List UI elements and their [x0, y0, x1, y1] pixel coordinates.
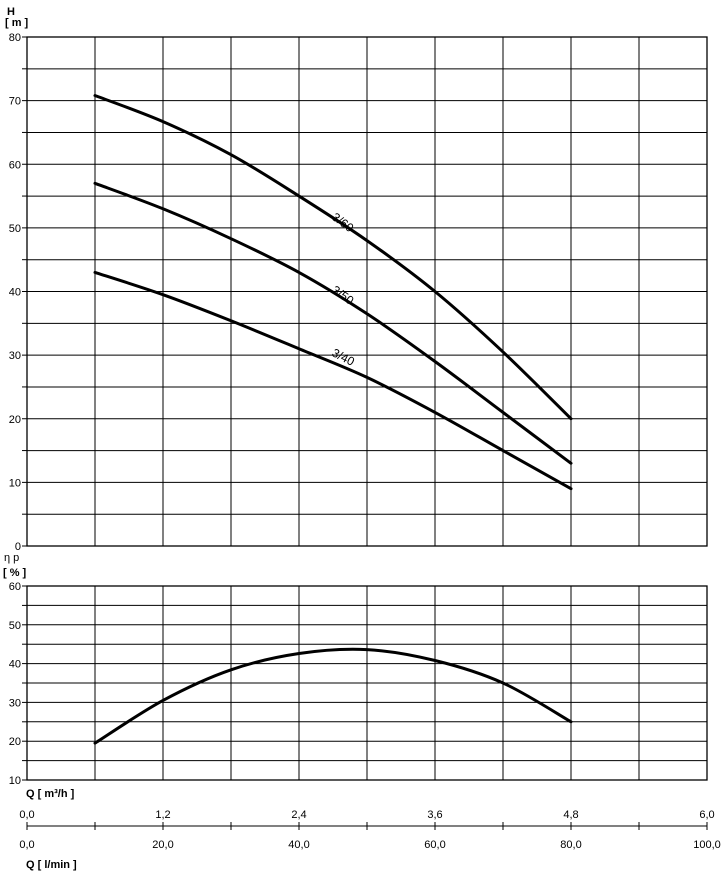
flow-axes: Q [ m³/h ] 0,0 1,2 2,4 3,6 4,8 6,0 0,0 20,0 40,…	[19, 788, 720, 871]
head-unit-label: [ m ]	[5, 17, 29, 29]
q-m3h-tick-label: 0,0	[19, 809, 34, 821]
y-tick-label: 60	[9, 159, 21, 171]
head-curves	[93, 94, 573, 491]
y-tick-label: 70	[9, 96, 21, 108]
efficiency-y-tick-labels: 10 20 30 40 50 60	[9, 581, 21, 787]
q-lmin-tick-label: 80,0	[560, 839, 581, 851]
head-curve-3-40	[93, 270, 573, 491]
y-tick-label: 50	[9, 620, 21, 632]
efficiency-plot-frame	[26, 585, 708, 781]
y-tick-label: 0	[15, 541, 21, 553]
q-m3h-tick-label: 4,8	[563, 809, 578, 821]
q-lmin-tick-label: 100,0	[693, 839, 721, 851]
efficiency-axis-label: η p	[4, 552, 19, 564]
q-lmin-tick-label: 20,0	[152, 839, 173, 851]
head-curve-3-50	[93, 181, 573, 465]
q-lmin-tick-label: 0,0	[19, 839, 34, 851]
plot-border	[26, 585, 708, 781]
q-axis-tick-marks	[26, 822, 708, 830]
efficiency-panel: 10 20 30 40 50 60 η p [ % ]	[3, 552, 708, 787]
y-tick-label: 80	[9, 32, 21, 44]
head-grid	[22, 36, 707, 547]
y-tick-label: 60	[9, 581, 21, 593]
y-tick-label: 40	[9, 287, 21, 299]
y-tick-label: 20	[9, 414, 21, 426]
q-lmin-tick-label: 40,0	[288, 839, 309, 851]
q-m3h-tick-label: 3,6	[427, 809, 442, 821]
y-tick-label: 50	[9, 223, 21, 235]
efficiency-curves	[93, 647, 573, 745]
efficiency-curve	[93, 647, 573, 745]
head-plot-frame	[26, 36, 708, 547]
efficiency-grid	[22, 585, 707, 781]
y-tick-label: 40	[9, 659, 21, 671]
q-m3h-tick-label: 1,2	[155, 809, 170, 821]
y-tick-label: 10	[9, 477, 21, 489]
efficiency-unit-label: [ % ]	[3, 567, 27, 579]
head-panel: 0 10 20 30 40 50 60 70 80 H [ m ] 3/603/503/40	[5, 6, 708, 553]
y-tick-label: 10	[9, 775, 21, 787]
head-axis-label: H	[7, 6, 15, 18]
y-tick-label: 30	[9, 697, 21, 709]
head-y-tick-labels: 0 10 20 30 40 50 60 70 80	[9, 32, 21, 553]
q-m3h-axis-label: Q [ m³/h ]	[26, 788, 75, 800]
head-curve-labels: 3/603/503/40	[329, 210, 357, 369]
plot-border	[26, 36, 708, 547]
head-curve-3-60	[93, 94, 573, 421]
q-m3h-tick-label: 2,4	[291, 809, 306, 821]
q-lmin-axis-label: Q [ l/min ]	[26, 859, 77, 871]
q-lmin-tick-label: 60,0	[424, 839, 445, 851]
q-m3h-tick-label: 6,0	[699, 809, 714, 821]
y-tick-label: 20	[9, 736, 21, 748]
y-tick-label: 30	[9, 350, 21, 362]
q-lmin-tick-labels: 0,0 20,0 40,0 60,0 80,0 100,0	[19, 839, 720, 851]
q-m3h-tick-labels: 0,0 1,2 2,4 3,6 4,8 6,0	[19, 809, 714, 821]
